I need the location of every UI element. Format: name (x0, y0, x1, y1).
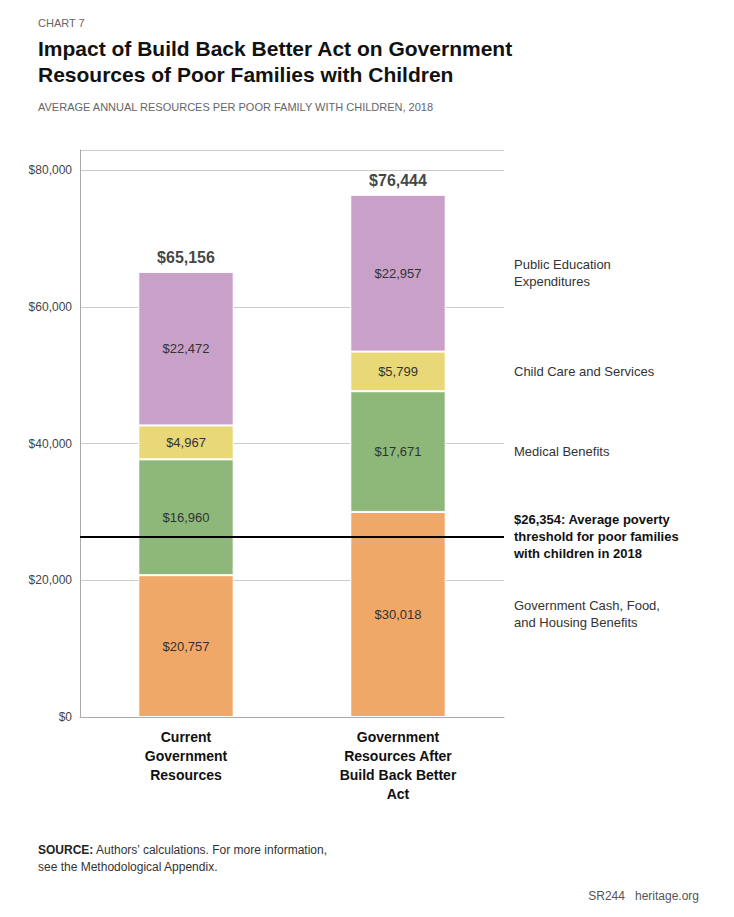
svg-text:$5,799: $5,799 (378, 364, 418, 379)
svg-text:$76,444: $76,444 (369, 172, 427, 189)
svg-text:$22,472: $22,472 (163, 341, 210, 356)
svg-text:$80,000: $80,000 (29, 163, 73, 177)
svg-text:Government: Government (145, 748, 228, 764)
svg-text:Resources: Resources (150, 767, 222, 783)
svg-text:Expenditures: Expenditures (514, 274, 590, 289)
svg-text:$65,156: $65,156 (157, 249, 215, 266)
svg-text:Resources After: Resources After (344, 748, 452, 764)
svg-text:AVERAGE ANNUAL RESOURCES PER P: AVERAGE ANNUAL RESOURCES PER POOR FAMILY… (38, 101, 433, 113)
svg-text:Medical Benefits: Medical Benefits (514, 444, 610, 459)
svg-text:$26,354: Average poverty: $26,354: Average poverty (514, 512, 671, 527)
svg-text:$17,671: $17,671 (375, 444, 422, 459)
svg-text:Authors’ calculations. For mor: Authors’ calculations. For more informat… (93, 843, 327, 857)
svg-text:Government: Government (357, 729, 440, 745)
svg-text:$60,000: $60,000 (29, 300, 73, 314)
svg-text:Public Education: Public Education (514, 257, 611, 272)
svg-text:$20,000: $20,000 (29, 573, 73, 587)
svg-text:Act: Act (387, 786, 410, 802)
svg-text:SR244 heritage.org: SR244 heritage.org (588, 889, 699, 903)
svg-text:SOURCE:: SOURCE: (38, 843, 93, 857)
svg-text:Build Back Better: Build Back Better (340, 767, 457, 783)
svg-text:threshold for poor families: threshold for poor families (514, 529, 679, 544)
svg-text:$16,960: $16,960 (163, 510, 210, 525)
svg-text:$0: $0 (59, 710, 73, 724)
svg-text:CHART 7: CHART 7 (38, 17, 85, 29)
svg-text:$30,018: $30,018 (375, 607, 422, 622)
svg-text:see the Methodological Appendi: see the Methodological Appendix. (38, 860, 217, 874)
svg-text:Impact of Build Back Better Ac: Impact of Build Back Better Act on Gover… (38, 37, 512, 60)
svg-text:Child Care and Services: Child Care and Services (514, 364, 655, 379)
svg-text:and Housing Benefits: and Housing Benefits (514, 615, 638, 630)
svg-text:Government Cash, Food,: Government Cash, Food, (514, 598, 660, 613)
svg-text:Current: Current (161, 729, 212, 745)
svg-text:$20,757: $20,757 (163, 639, 210, 654)
svg-text:$4,967: $4,967 (166, 435, 206, 450)
svg-text:with children in 2018: with children in 2018 (513, 546, 642, 561)
svg-text:$22,957: $22,957 (375, 266, 422, 281)
svg-text:$40,000: $40,000 (29, 437, 73, 451)
svg-text:Resources of Poor Families wit: Resources of Poor Families with Children (38, 63, 453, 86)
